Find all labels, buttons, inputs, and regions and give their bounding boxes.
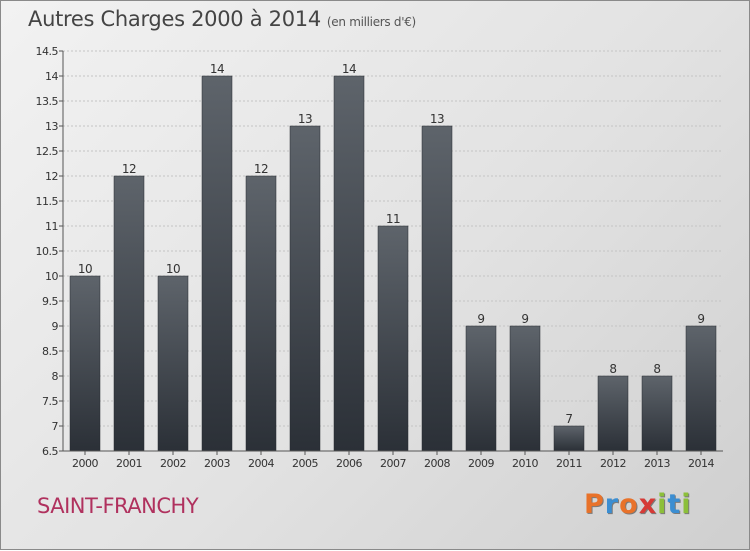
y-tick-label: 8 bbox=[52, 370, 59, 383]
bar-2009[interactable] bbox=[465, 325, 497, 452]
chart-title-text: Autres Charges 2000 à 2014 bbox=[28, 7, 321, 31]
y-tick-label: 14.5 bbox=[36, 45, 59, 58]
x-tick-label: 2010 bbox=[512, 457, 538, 470]
logo-letter: r bbox=[604, 489, 620, 520]
x-tick-label: 2008 bbox=[424, 457, 450, 470]
logo-letter: o bbox=[619, 489, 639, 520]
bar-2003[interactable] bbox=[201, 75, 233, 452]
data-label: 8 bbox=[609, 362, 616, 376]
x-tick-label: 2009 bbox=[468, 457, 494, 470]
bar-2006[interactable] bbox=[333, 75, 365, 452]
y-tick-label: 7 bbox=[52, 420, 59, 433]
bar-2002[interactable] bbox=[157, 275, 189, 452]
data-label: 11 bbox=[386, 212, 400, 226]
bar-2011[interactable] bbox=[553, 425, 585, 452]
x-tick-label: 2012 bbox=[600, 457, 626, 470]
bars bbox=[69, 75, 717, 452]
location-name: SAINT-FRANCHY bbox=[37, 494, 199, 518]
x-tick-label: 2013 bbox=[644, 457, 670, 470]
y-tick-label: 8.5 bbox=[42, 345, 58, 358]
bar-2004[interactable] bbox=[245, 175, 277, 452]
y-tick-label: 11 bbox=[45, 220, 58, 233]
x-tick-label: 2014 bbox=[688, 457, 714, 470]
data-label: 14 bbox=[210, 62, 224, 76]
x-tick-label: 2001 bbox=[116, 457, 142, 470]
data-label: 12 bbox=[122, 162, 136, 176]
y-tick-label: 10.5 bbox=[36, 245, 59, 258]
data-label: 12 bbox=[254, 162, 268, 176]
data-label: 7 bbox=[565, 412, 572, 426]
data-label: 14 bbox=[342, 62, 356, 76]
data-label: 13 bbox=[430, 112, 444, 126]
y-tick-label: 9 bbox=[52, 320, 59, 333]
data-label: 9 bbox=[477, 312, 484, 326]
x-tick-label: 2004 bbox=[248, 457, 274, 470]
data-label: 10 bbox=[78, 262, 92, 276]
bar-2001[interactable] bbox=[113, 175, 145, 452]
x-tick-label: 2006 bbox=[336, 457, 362, 470]
bar-2014[interactable] bbox=[685, 325, 717, 452]
logo-letter: P bbox=[584, 489, 605, 520]
logo-letter: x bbox=[638, 489, 658, 520]
y-tick-label: 9.5 bbox=[42, 295, 58, 308]
y-tick-label: 12.5 bbox=[36, 145, 59, 158]
bar-2010[interactable] bbox=[509, 325, 541, 452]
data-label: 8 bbox=[653, 362, 660, 376]
x-tick-label: 2003 bbox=[204, 457, 230, 470]
bar-2005[interactable] bbox=[289, 125, 321, 452]
y-tick-label: 13.5 bbox=[36, 95, 59, 108]
axes bbox=[59, 50, 723, 455]
x-tick-label: 2011 bbox=[556, 457, 582, 470]
data-label: 9 bbox=[521, 312, 528, 326]
y-tick-label: 14 bbox=[45, 70, 58, 83]
bar-2013[interactable] bbox=[641, 375, 673, 452]
data-label: 10 bbox=[166, 262, 180, 276]
bar-2007[interactable] bbox=[377, 225, 409, 452]
y-tick-label: 11.5 bbox=[36, 195, 59, 208]
data-label: 13 bbox=[298, 112, 312, 126]
x-tick-label: 2002 bbox=[160, 457, 186, 470]
y-tick-label: 6.5 bbox=[42, 445, 58, 458]
y-tick-label: 12 bbox=[45, 170, 58, 183]
logo-letter: t bbox=[667, 489, 682, 520]
x-tick-label: 2005 bbox=[292, 457, 318, 470]
logo-letter: i bbox=[657, 489, 668, 520]
labels: 6.5 7 7.5 8 8.5 9 9.5 10 10.5 11 11.5 12 12.5 13 13.5 1… bbox=[36, 45, 715, 470]
chart-subtitle: (en milliers d'€) bbox=[326, 15, 416, 29]
chart-title: Autres Charges 2000 à 2014 (en milliers d… bbox=[28, 7, 416, 31]
y-tick-label: 7.5 bbox=[42, 395, 58, 408]
bar-2008[interactable] bbox=[421, 125, 453, 452]
y-tick-label: 10 bbox=[45, 270, 58, 283]
y-tick-label: 13 bbox=[45, 120, 58, 133]
bar-2000[interactable] bbox=[69, 275, 101, 452]
data-label: 9 bbox=[697, 312, 704, 326]
bar-2012[interactable] bbox=[597, 375, 629, 452]
proxiti-logo[interactable]: Proxiti bbox=[584, 489, 692, 520]
x-tick-label: 2000 bbox=[72, 457, 98, 470]
logo-letter: i bbox=[681, 489, 692, 520]
x-tick-label: 2007 bbox=[380, 457, 406, 470]
